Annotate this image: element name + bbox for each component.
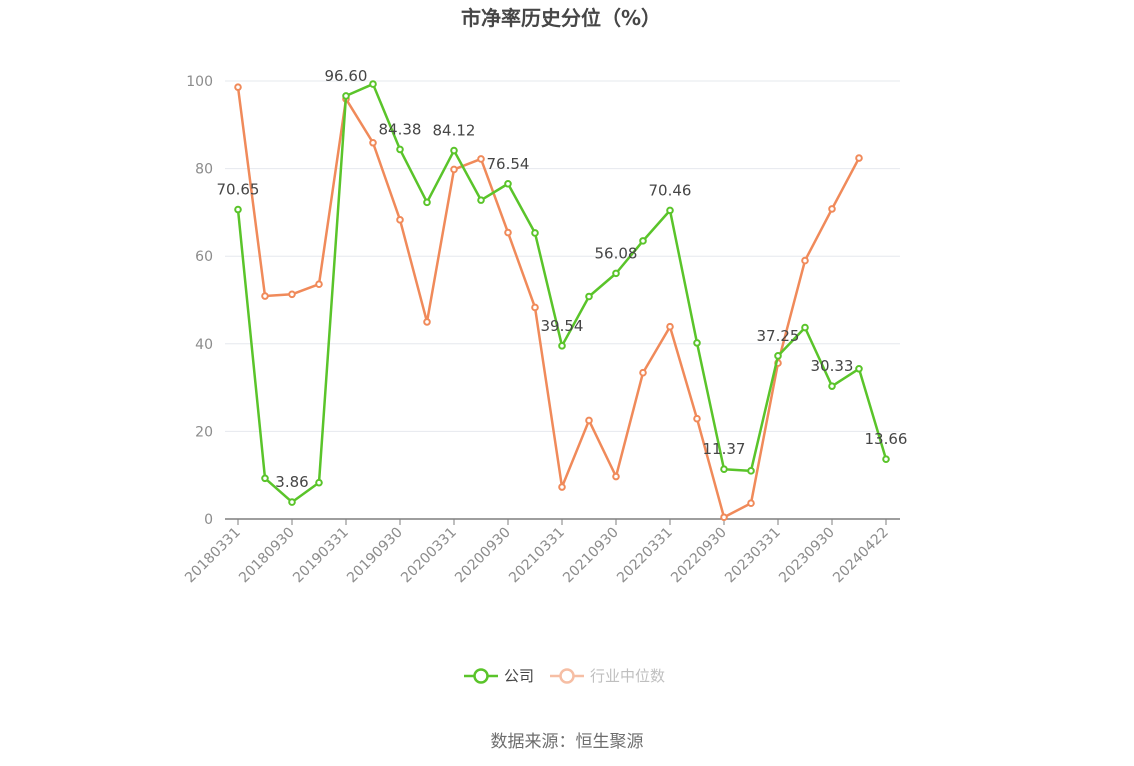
- data-labels: 70.65 3.86 96.60 84.38 84.12 76.54 39.54 56.08 7…: [217, 67, 908, 491]
- data-point[interactable]: [504, 179, 512, 188]
- legend-marker: [559, 668, 575, 684]
- x-tick-label: 20190331: [290, 525, 352, 587]
- data-point[interactable]: [720, 513, 728, 522]
- data-point[interactable]: [531, 303, 539, 312]
- data-point[interactable]: [855, 364, 863, 373]
- data-point[interactable]: [558, 342, 566, 350]
- data-label: 13.66: [865, 430, 908, 448]
- x-tick-label: 20220331: [614, 525, 676, 587]
- y-tick-label: 80: [195, 162, 213, 178]
- data-point[interactable]: [450, 165, 458, 174]
- data-label: 3.86: [275, 473, 308, 491]
- data-point[interactable]: [747, 467, 755, 475]
- data-point[interactable]: [558, 483, 566, 491]
- grid-lines: [225, 80, 900, 432]
- data-source: 数据来源：恒生聚源: [491, 732, 644, 752]
- data-point[interactable]: [288, 290, 296, 299]
- data-point[interactable]: [666, 322, 674, 331]
- data-point[interactable]: [855, 154, 863, 162]
- data-point[interactable]: [666, 206, 674, 215]
- data-label: 84.12: [433, 122, 476, 140]
- y-tick-label: 60: [195, 249, 213, 265]
- x-tick-label: 20240422: [830, 525, 892, 587]
- data-point[interactable]: [585, 416, 593, 425]
- y-tick-label: 40: [195, 337, 213, 353]
- data-point[interactable]: [288, 498, 296, 506]
- x-tick-label: 20230930: [776, 525, 838, 587]
- x-tick-label: 20230331: [722, 525, 784, 587]
- x-tick-label: 20200930: [452, 525, 514, 587]
- data-label: 56.08: [595, 244, 638, 262]
- y-tick-label: 0: [204, 512, 213, 528]
- chart-title: 市净率历史分位（%）: [461, 6, 661, 30]
- data-point[interactable]: [477, 196, 485, 204]
- legend-label: 公司: [504, 667, 534, 685]
- data-point[interactable]: [639, 368, 647, 377]
- data-point[interactable]: [396, 145, 404, 154]
- data-label: 30.33: [811, 357, 854, 375]
- data-point[interactable]: [801, 323, 809, 332]
- data-point[interactable]: [423, 198, 431, 207]
- x-tick-label: 20200331: [398, 525, 460, 587]
- data-point[interactable]: [504, 228, 512, 237]
- data-point[interactable]: [450, 146, 458, 155]
- data-point[interactable]: [828, 382, 836, 390]
- y-tick-label: 100: [186, 74, 213, 90]
- x-tick-label: 20190930: [344, 525, 406, 587]
- data-label: 70.46: [649, 181, 692, 199]
- data-label: 76.54: [487, 155, 530, 173]
- data-point[interactable]: [234, 83, 242, 91]
- data-point[interactable]: [720, 465, 728, 473]
- data-point[interactable]: [801, 256, 809, 265]
- data-point[interactable]: [261, 292, 269, 300]
- data-point[interactable]: [693, 339, 701, 347]
- legend-item-industry-median[interactable]: 行业中位数: [550, 667, 665, 685]
- data-label: 39.54: [541, 317, 584, 335]
- data-label: 11.37: [703, 440, 746, 458]
- x-tick-label: 20220930: [668, 525, 730, 587]
- y-axis: 0 20 40 60 80 100: [186, 74, 213, 528]
- data-point[interactable]: [369, 80, 377, 88]
- data-label: 84.38: [379, 120, 422, 138]
- data-point[interactable]: [882, 455, 890, 463]
- legend-label: 行业中位数: [590, 667, 665, 685]
- series-line: [236, 86, 861, 519]
- legend-item-company[interactable]: 公司: [464, 667, 534, 685]
- data-point[interactable]: [315, 478, 323, 487]
- data-point[interactable]: [342, 92, 350, 100]
- series-industry-median: [234, 83, 863, 522]
- data-point[interactable]: [315, 280, 323, 289]
- series-company: [234, 80, 890, 506]
- y-tick-label: 20: [195, 424, 213, 440]
- x-axis: 2018033120180930201903312019093020200331…: [182, 518, 900, 587]
- data-label: 37.25: [757, 327, 800, 345]
- data-point[interactable]: [612, 472, 620, 481]
- x-tick-label: 20210930: [560, 525, 622, 587]
- data-point[interactable]: [261, 474, 269, 483]
- data-point[interactable]: [693, 414, 701, 423]
- data-point[interactable]: [531, 229, 539, 237]
- data-label: 70.65: [217, 181, 260, 199]
- data-point[interactable]: [477, 155, 485, 163]
- data-label: 96.60: [325, 67, 368, 85]
- data-point[interactable]: [639, 237, 647, 245]
- data-point[interactable]: [234, 205, 242, 214]
- series-line: [236, 82, 888, 504]
- data-point[interactable]: [585, 292, 593, 301]
- x-tick-label: 20180930: [236, 525, 298, 587]
- legend-marker: [473, 668, 489, 684]
- x-tick-label: 20210331: [506, 525, 568, 587]
- x-tick-label: 20180331: [182, 525, 244, 587]
- data-point[interactable]: [396, 216, 404, 224]
- data-point[interactable]: [612, 269, 620, 278]
- data-point[interactable]: [423, 318, 431, 326]
- data-point[interactable]: [828, 205, 836, 213]
- series-group: 70.65 3.86 96.60 84.38 84.12 76.54 39.54 56.08 7…: [217, 67, 908, 522]
- legend[interactable]: 公司 行业中位数: [464, 667, 665, 685]
- data-point[interactable]: [369, 138, 377, 147]
- data-point[interactable]: [747, 499, 755, 508]
- data-point[interactable]: [774, 352, 782, 360]
